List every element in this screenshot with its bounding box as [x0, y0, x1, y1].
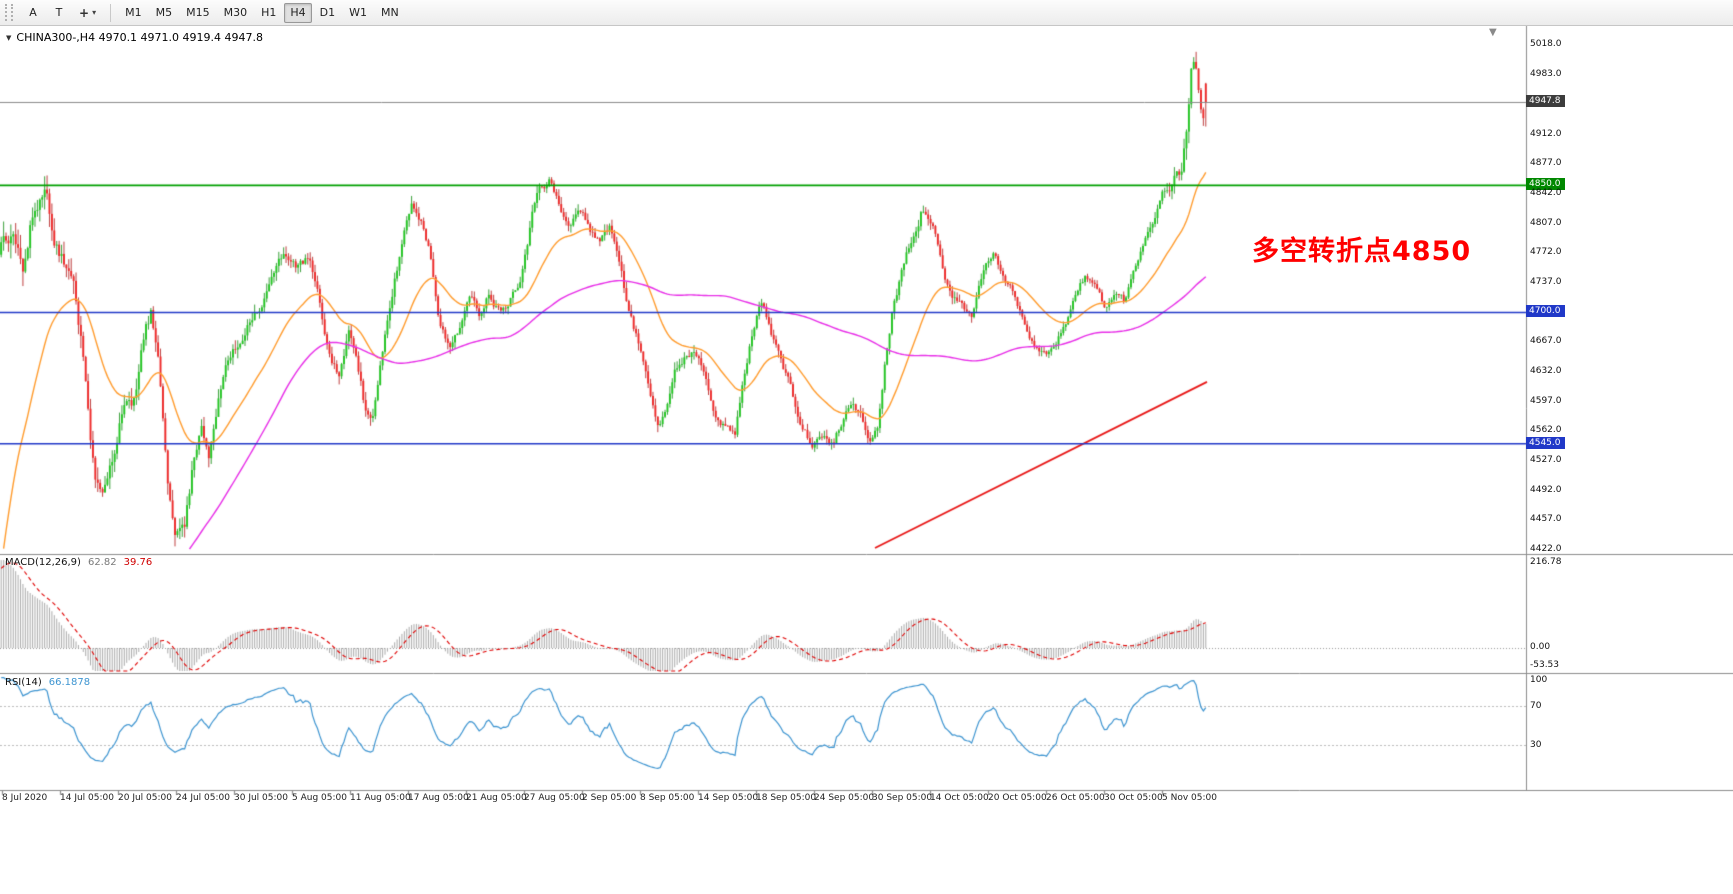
price-axis-label: 4912.0 — [1530, 128, 1562, 139]
price-axis-label: 4632.0 — [1530, 366, 1562, 377]
rsi-scale-label: 70 — [1530, 701, 1542, 711]
time-axis-label: 8 Sep 05:00 — [640, 793, 695, 803]
time-axis-label: 5 Aug 05:00 — [292, 793, 347, 803]
price-axis-label: 4807.0 — [1530, 217, 1562, 228]
rsi-scale-label: 30 — [1530, 740, 1542, 750]
macd-value-signal: 39.76 — [123, 557, 153, 568]
level-price-tag: 4850.0 — [1526, 178, 1565, 191]
price-axis-label: 4772.0 — [1530, 247, 1562, 258]
price-axis-label: 4842.0 — [1530, 188, 1562, 199]
price-axis-label: 4422.0 — [1530, 544, 1562, 554]
time-axis-label: 8 Jul 2020 — [2, 793, 48, 803]
macd-value-main: 62.82 — [87, 557, 117, 568]
top-toolbar: A T + ▾ M1 M5 M15 M30 H1 H4 D1 W1 MN — [0, 0, 1733, 26]
time-axis-label: 20 Oct 05:00 — [988, 793, 1047, 803]
time-axis-label: 30 Jul 05:00 — [234, 793, 288, 803]
time-axis-label: 18 Sep 05:00 — [756, 793, 817, 803]
toolbar-grip[interactable] — [5, 4, 13, 21]
timeframe-m15[interactable]: M15 — [180, 3, 216, 23]
price-axis-label: 4737.0 — [1530, 277, 1562, 288]
rsi-name: RSI(14) — [5, 677, 42, 688]
price-axis-label: 5018.0 — [1530, 38, 1562, 49]
time-axis-label: 14 Oct 05:00 — [930, 793, 989, 803]
macd-scale-max: 216.78 — [1530, 557, 1562, 567]
time-axis-label: 14 Jul 05:00 — [60, 793, 114, 803]
chart-shift-marker-icon[interactable]: ▼ — [1489, 27, 1497, 38]
time-axis-label: 24 Jul 05:00 — [176, 793, 230, 803]
timeframe-h1[interactable]: H1 — [255, 3, 282, 23]
timeframe-m1[interactable]: M1 — [119, 3, 148, 23]
timeframe-w1[interactable]: W1 — [343, 3, 373, 23]
macd-scale-min: -53.53 — [1530, 660, 1560, 670]
rsi-indicator-label: RSI(14) 66.1878 — [5, 677, 90, 688]
timeframe-d1[interactable]: D1 — [314, 3, 341, 23]
time-axis-label: 24 Sep 05:00 — [814, 793, 875, 803]
current-price-tag: 4947.8 — [1526, 95, 1565, 108]
price-axis-label: 4983.0 — [1530, 68, 1562, 79]
price-axis-label: 4492.0 — [1530, 484, 1562, 495]
chart-annotation-text[interactable]: 多空转折点4850 — [1252, 236, 1472, 267]
time-axis-label: 5 Nov 05:00 — [1162, 793, 1217, 803]
price-chart-canvas[interactable] — [0, 26, 1733, 894]
time-axis-label: 26 Oct 05:00 — [1046, 793, 1105, 803]
time-axis-label: 17 Aug 05:00 — [408, 793, 469, 803]
toolbar-separator — [110, 3, 112, 22]
cursor-tool-button[interactable]: A — [21, 3, 45, 23]
price-axis-label: 4597.0 — [1530, 395, 1562, 406]
chart-ohlc-header: ▼ CHINA300-,H4 4970.1 4971.0 4919.4 4947… — [6, 31, 263, 44]
price-axis-label: 4667.0 — [1530, 336, 1562, 347]
crosshair-icon: + — [79, 5, 90, 20]
time-axis-label: 21 Aug 05:00 — [466, 793, 527, 803]
time-axis-label: 14 Sep 05:00 — [698, 793, 759, 803]
price-axis-label: 4877.0 — [1530, 158, 1562, 169]
symbol-dropdown-icon[interactable]: ▼ — [6, 33, 12, 42]
time-axis-label: 20 Jul 05:00 — [118, 793, 172, 803]
text-tool-button[interactable]: T — [47, 3, 71, 23]
timeframe-mn[interactable]: MN — [375, 3, 405, 23]
timeframe-h4[interactable]: H4 — [284, 2, 312, 23]
rsi-scale-label: 100 — [1530, 675, 1548, 685]
macd-scale-zero: 0.00 — [1530, 642, 1551, 652]
time-axis-label: 11 Aug 05:00 — [350, 793, 411, 803]
price-axis-label: 4562.0 — [1530, 425, 1562, 436]
level-price-tag: 4700.0 — [1526, 305, 1565, 318]
price-axis-label: 4527.0 — [1530, 455, 1562, 466]
draw-tools-dropdown[interactable]: + ▾ — [73, 3, 102, 23]
macd-indicator-label: MACD(12,26,9) 62.82 39.76 — [5, 557, 152, 568]
symbol-ohlc-text: CHINA300-,H4 4970.1 4971.0 4919.4 4947.8 — [16, 31, 264, 44]
price-axis-label: 4457.0 — [1530, 514, 1562, 525]
chevron-down-icon: ▾ — [92, 8, 97, 17]
time-axis-label: 2 Sep 05:00 — [582, 793, 637, 803]
time-axis-label: 30 Oct 05:00 — [1104, 793, 1163, 803]
chart-window[interactable]: ▼ CHINA300-,H4 4970.1 4971.0 4919.4 4947… — [0, 26, 1733, 894]
timeframe-m5[interactable]: M5 — [150, 3, 179, 23]
level-price-tag: 4545.0 — [1526, 436, 1565, 449]
time-axis-label: 30 Sep 05:00 — [872, 793, 933, 803]
time-axis-label: 27 Aug 05:00 — [524, 793, 585, 803]
macd-name: MACD(12,26,9) — [5, 557, 81, 568]
timeframe-m30[interactable]: M30 — [218, 3, 254, 23]
rsi-value: 66.1878 — [48, 677, 91, 688]
